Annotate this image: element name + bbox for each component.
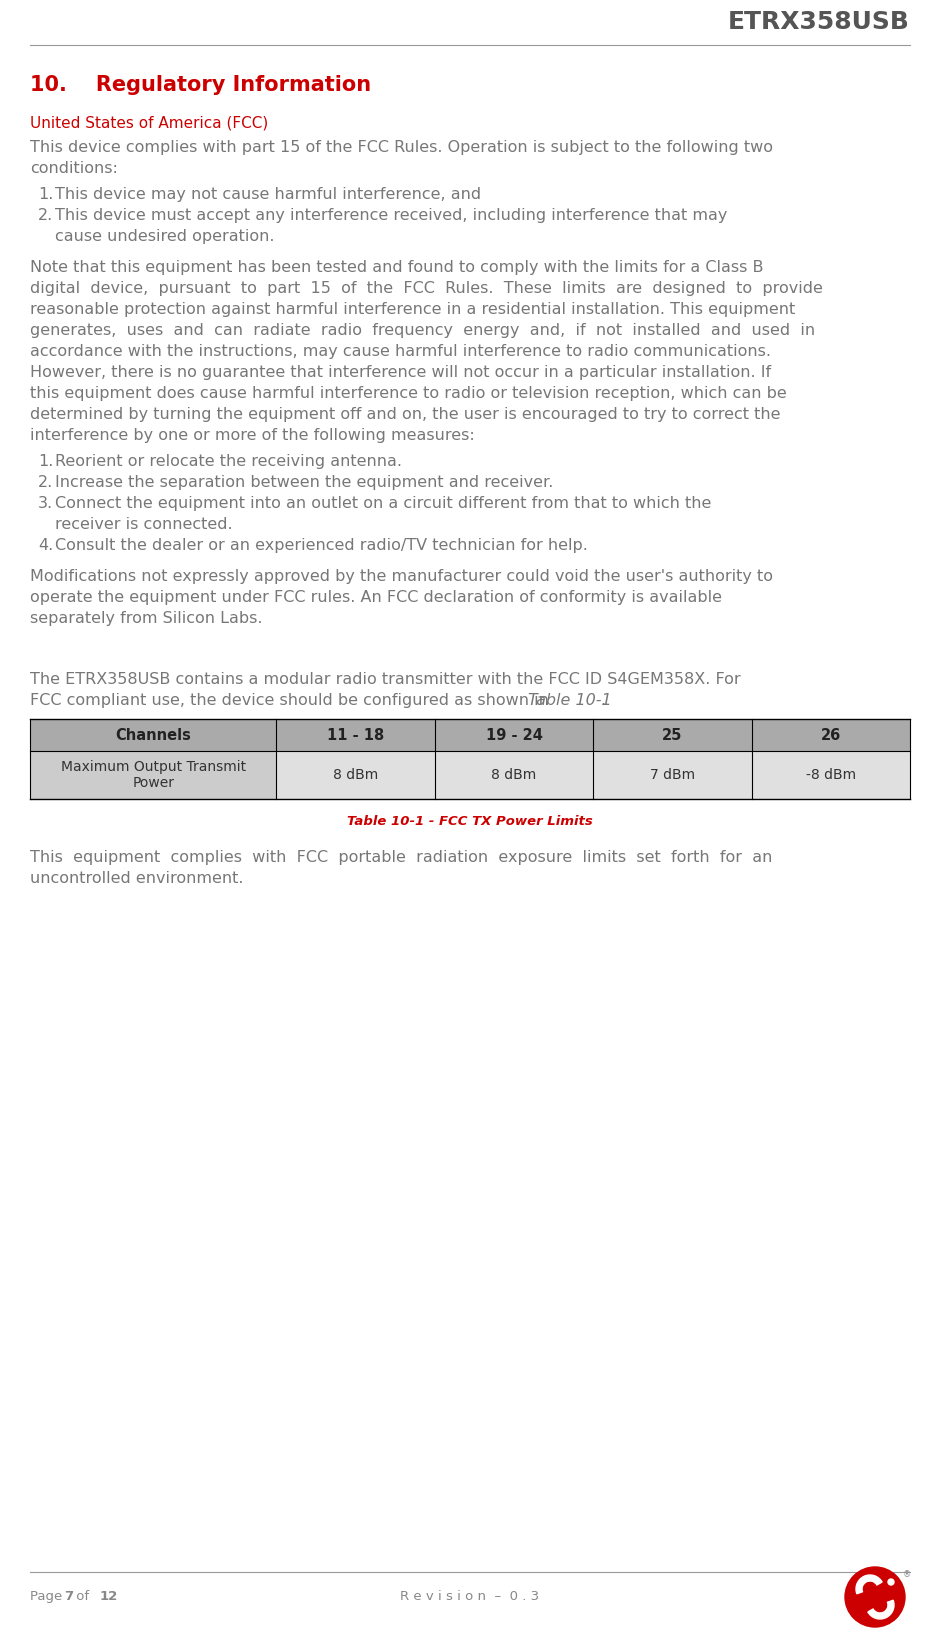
Text: Consult the dealer or an experienced radio/TV technician for help.: Consult the dealer or an experienced rad…	[55, 538, 588, 552]
Text: 2.: 2.	[38, 476, 54, 490]
Text: Table 10-1: Table 10-1	[528, 692, 612, 709]
Text: Maximum Output Transmit: Maximum Output Transmit	[61, 761, 245, 774]
Text: However, there is no guarantee that interference will not occur in a particular : However, there is no guarantee that inte…	[30, 365, 771, 380]
Text: This device may not cause harmful interference, and: This device may not cause harmful interf…	[55, 187, 481, 202]
Text: reasonable protection against harmful interference in a residential installation: reasonable protection against harmful in…	[30, 301, 795, 318]
Text: 1.: 1.	[38, 454, 54, 469]
Text: Increase the separation between the equipment and receiver.: Increase the separation between the equi…	[55, 476, 554, 490]
Text: FCC compliant use, the device should be configured as shown in: FCC compliant use, the device should be …	[30, 692, 554, 709]
Wedge shape	[868, 1600, 894, 1619]
Text: Connect the equipment into an outlet on a circuit different from that to which t: Connect the equipment into an outlet on …	[55, 495, 712, 512]
Text: 8 dBm: 8 dBm	[492, 767, 537, 782]
Text: conditions:: conditions:	[30, 161, 118, 176]
Text: R e v i s i o n  –  0 . 3: R e v i s i o n – 0 . 3	[400, 1590, 540, 1603]
Text: 7 dBm: 7 dBm	[650, 767, 695, 782]
Text: 7: 7	[64, 1590, 73, 1603]
Bar	[30, 718, 910, 751]
Text: Note that this equipment has been tested and found to comply with the limits for: Note that this equipment has been tested…	[30, 261, 763, 275]
Text: 10.    Regulatory Information: 10. Regulatory Information	[30, 75, 371, 94]
Text: ETRX358USB: ETRX358USB	[728, 10, 910, 34]
Bar	[30, 751, 276, 798]
Text: Table 10-1 - FCC TX Power Limits: Table 10-1 - FCC TX Power Limits	[347, 814, 593, 828]
Circle shape	[845, 1567, 905, 1627]
Text: Page: Page	[30, 1590, 67, 1603]
Text: 3.: 3.	[38, 495, 54, 512]
Text: accordance with the instructions, may cause harmful interference to radio commun: accordance with the instructions, may ca…	[30, 344, 771, 358]
Text: 4.: 4.	[38, 538, 54, 552]
Bar	[276, 751, 435, 798]
Text: United States of America (FCC): United States of America (FCC)	[30, 116, 268, 130]
Text: -8 dBm: -8 dBm	[806, 767, 855, 782]
Text: This device complies with part 15 of the FCC Rules. Operation is subject to the : This device complies with part 15 of the…	[30, 140, 773, 155]
Text: Modifications not expressly approved by the manufacturer could void the user's a: Modifications not expressly approved by …	[30, 569, 773, 585]
Text: cause undesired operation.: cause undesired operation.	[55, 230, 274, 244]
Text: receiver is connected.: receiver is connected.	[55, 516, 232, 533]
Text: Channels: Channels	[116, 728, 191, 743]
Text: 25: 25	[662, 728, 682, 743]
Text: .: .	[600, 692, 605, 709]
Text: determined by turning the equipment off and on, the user is encouraged to try to: determined by turning the equipment off …	[30, 407, 780, 422]
Text: this equipment does cause harmful interference to radio or television reception,: this equipment does cause harmful interf…	[30, 386, 787, 401]
Text: Reorient or relocate the receiving antenna.: Reorient or relocate the receiving anten…	[55, 454, 402, 469]
Text: 12: 12	[100, 1590, 118, 1603]
Text: ®: ®	[903, 1570, 911, 1579]
Bar	[435, 751, 593, 798]
Text: of: of	[72, 1590, 93, 1603]
Text: operate the equipment under FCC rules. An FCC declaration of conformity is avail: operate the equipment under FCC rules. A…	[30, 590, 722, 604]
Text: This  equipment  complies  with  FCC  portable  radiation  exposure  limits  set: This equipment complies with FCC portabl…	[30, 850, 773, 865]
Text: Power: Power	[133, 775, 174, 790]
Text: generates,  uses  and  can  radiate  radio  frequency  energy  and,  if  not  in: generates, uses and can radiate radio fr…	[30, 323, 815, 337]
Text: The ETRX358USB contains a modular radio transmitter with the FCC ID S4GEM358X. F: The ETRX358USB contains a modular radio …	[30, 673, 741, 687]
Text: uncontrolled environment.: uncontrolled environment.	[30, 872, 243, 886]
Bar	[752, 751, 910, 798]
Text: 19 - 24: 19 - 24	[486, 728, 542, 743]
Text: interference by one or more of the following measures:: interference by one or more of the follo…	[30, 428, 475, 443]
Text: digital  device,  pursuant  to  part  15  of  the  FCC  Rules.  These  limits  a: digital device, pursuant to part 15 of t…	[30, 280, 822, 296]
Text: 8 dBm: 8 dBm	[333, 767, 378, 782]
Bar	[593, 751, 752, 798]
Circle shape	[888, 1579, 894, 1585]
Text: 1.: 1.	[38, 187, 54, 202]
Text: separately from Silicon Labs.: separately from Silicon Labs.	[30, 611, 262, 626]
Text: 26: 26	[821, 728, 841, 743]
Text: 2.: 2.	[38, 209, 54, 223]
Wedge shape	[856, 1575, 882, 1593]
Text: 11 - 18: 11 - 18	[327, 728, 384, 743]
Text: This device must accept any interference received, including interference that m: This device must accept any interference…	[55, 209, 728, 223]
